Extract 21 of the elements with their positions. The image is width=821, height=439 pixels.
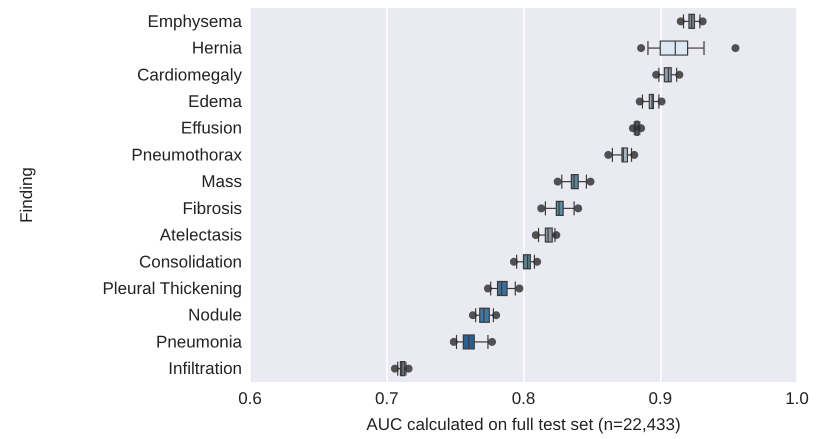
- y-tick-label: Hernia: [192, 38, 243, 58]
- y-axis-title: Finding: [17, 167, 36, 223]
- y-tick-label: Fibrosis: [182, 198, 242, 218]
- y-tick-label: Pneumothorax: [131, 145, 242, 164]
- y-tick-label: Consolidation: [138, 252, 242, 272]
- y-tick-label: Effusion: [180, 118, 242, 138]
- y-tick-label: Mass: [201, 172, 242, 192]
- x-axis-title: AUC calculated on full test set (n=22,433): [366, 415, 681, 434]
- x-tick-label: 0.9: [648, 389, 672, 408]
- x-tick-label: 0.6: [238, 389, 262, 408]
- y-tick-label: Cardiomegaly: [137, 65, 242, 84]
- y-tick-label: Atelectasis: [160, 226, 242, 245]
- y-tick-label: Infiltration: [168, 359, 242, 378]
- x-tick-label: 0.7: [374, 389, 399, 408]
- x-tick-label: 0.8: [512, 389, 536, 408]
- y-tick-label: Pleural Thickening: [102, 279, 242, 298]
- y-tick-label: Nodule: [188, 306, 242, 325]
- y-tick-label: Edema: [188, 92, 243, 111]
- x-tick-label: 1.0: [785, 389, 809, 408]
- y-tick-label: Pneumonia: [156, 332, 243, 352]
- y-tick-label: Emphysema: [148, 12, 243, 31]
